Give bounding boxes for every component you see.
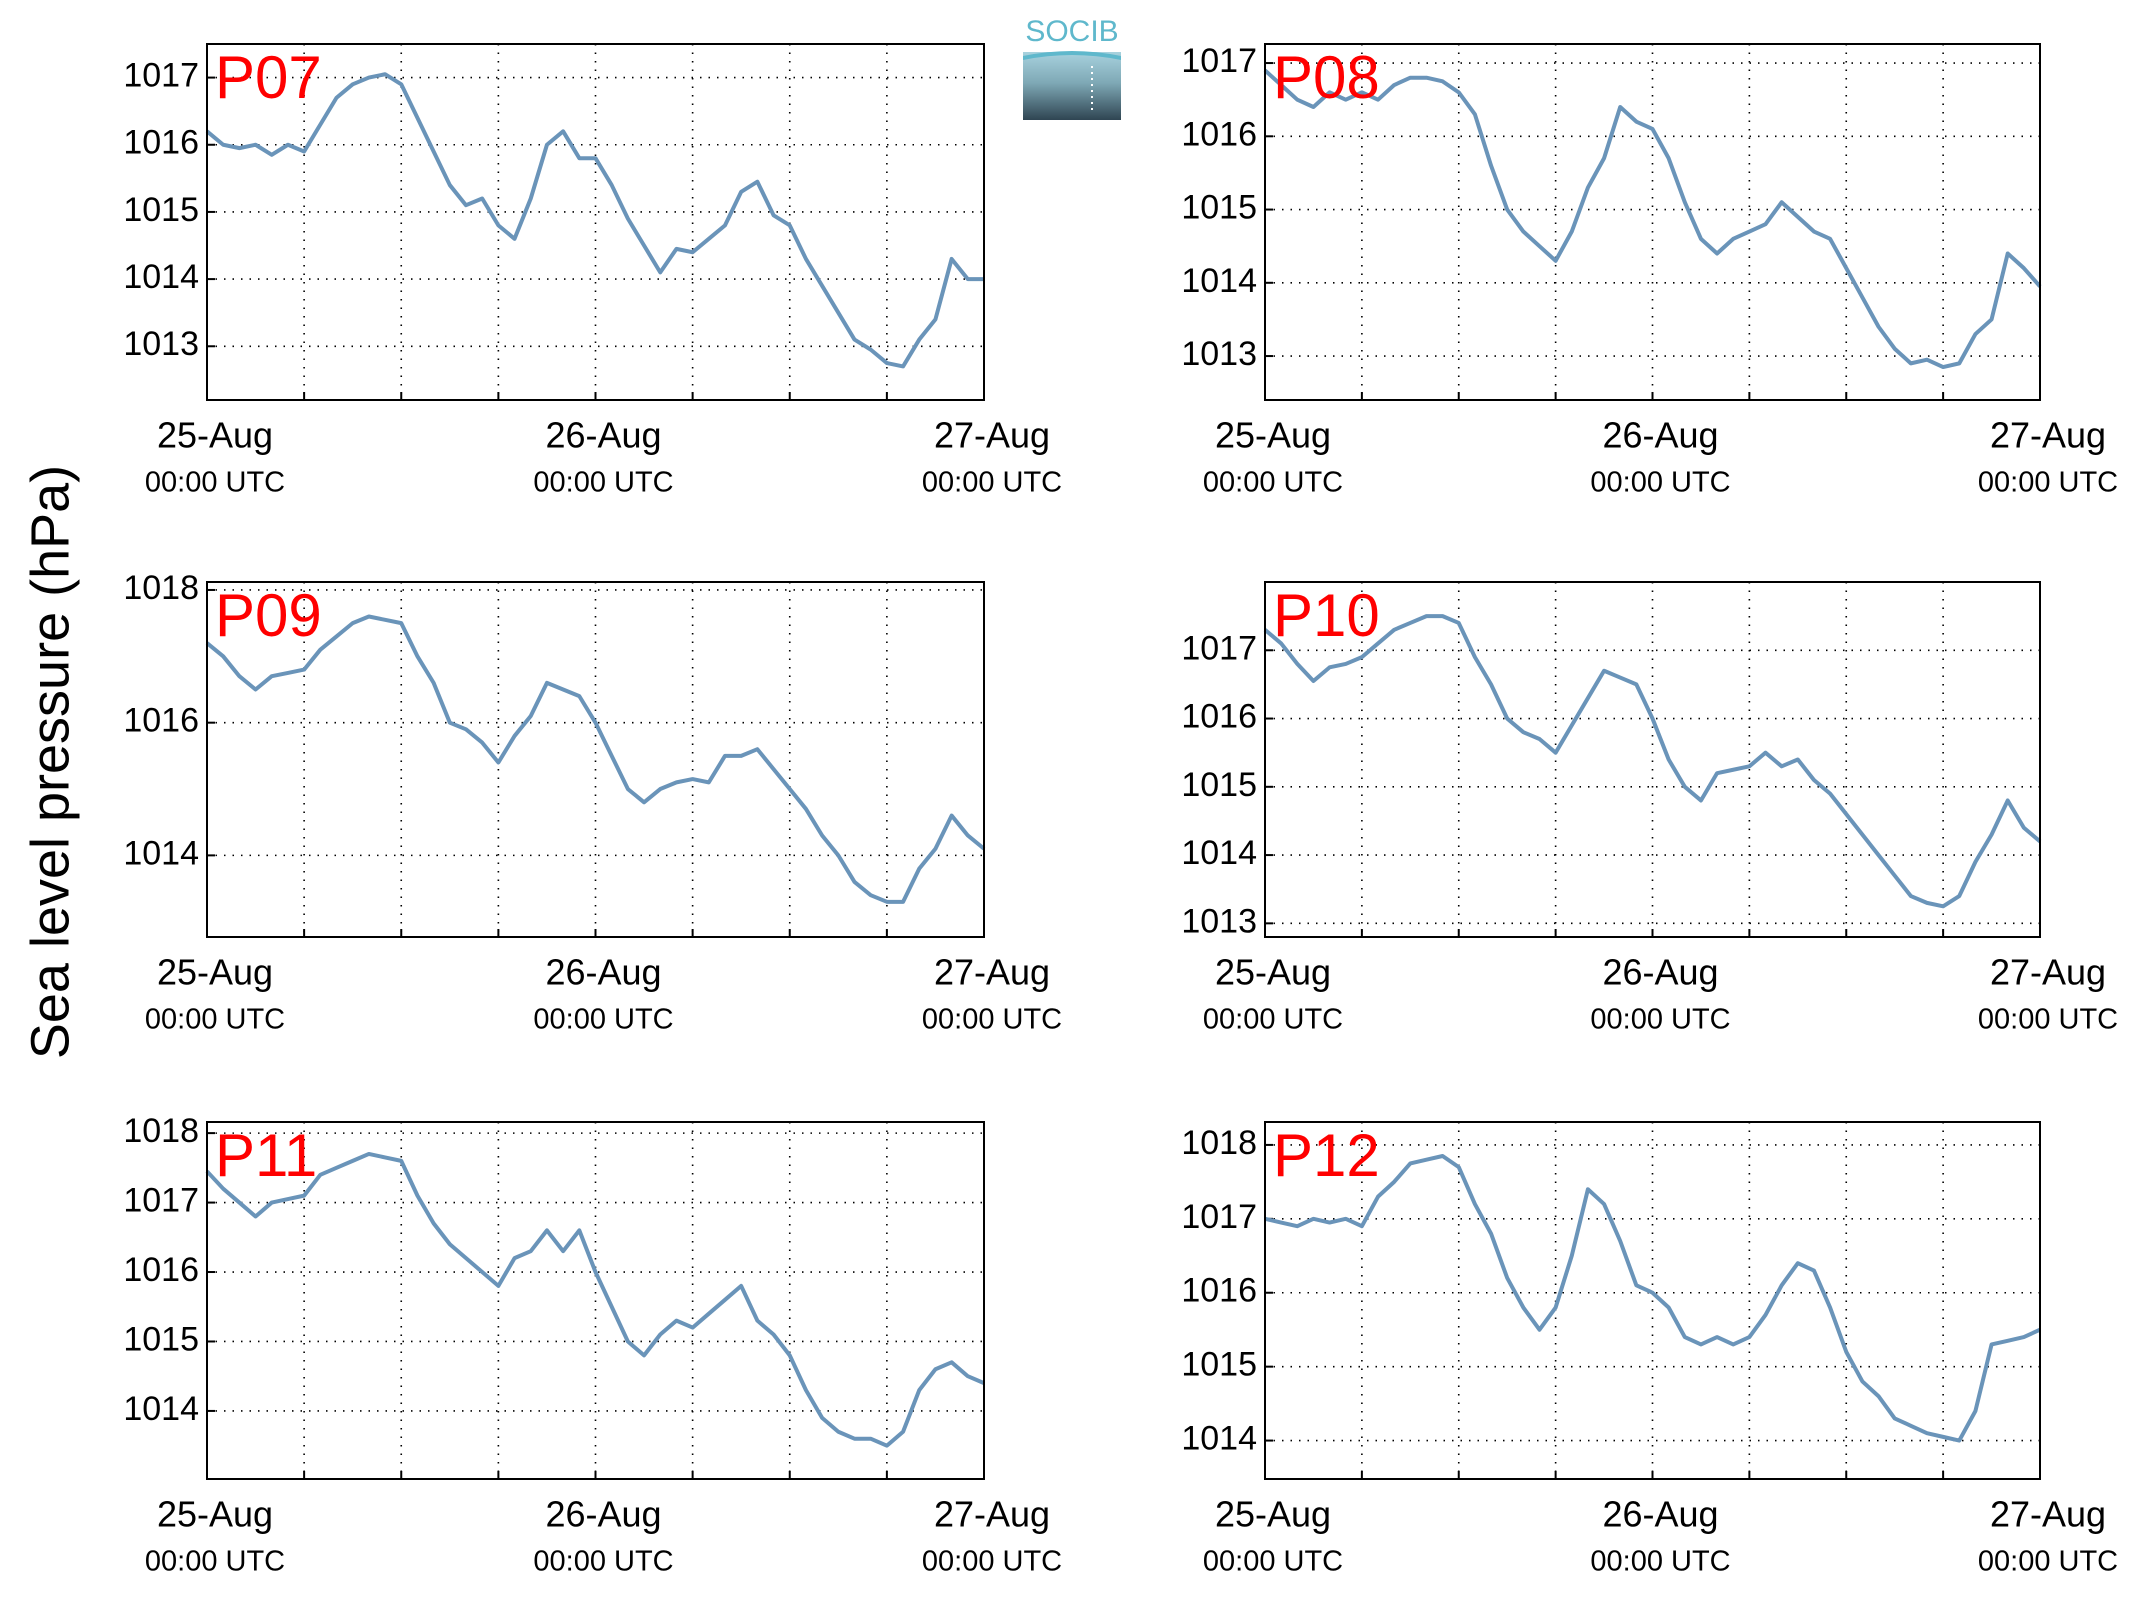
- y-tick-label: 1015: [123, 191, 199, 229]
- y-tick-label: 1017: [123, 1182, 199, 1220]
- logo-block: [1023, 52, 1121, 120]
- x-tick-sublabel: 00:00 UTC: [922, 1546, 1062, 1578]
- y-tick-label: 1015: [1181, 766, 1257, 804]
- data-line: [1263, 614, 2042, 909]
- y-tick-label: 1016: [123, 702, 199, 740]
- data-line: [205, 1151, 985, 1448]
- y-tick-label: 1015: [1181, 189, 1257, 227]
- x-tick-label: 27-Aug: [1990, 415, 2106, 456]
- panel-title: P07: [215, 44, 322, 111]
- x-tick-label: 25-Aug: [1215, 415, 1331, 456]
- plot-frame: [206, 1121, 985, 1480]
- data-line: [205, 614, 986, 904]
- y-tick-label: 1015: [1181, 1346, 1257, 1384]
- y-tick-label: 1016: [1181, 115, 1257, 153]
- plot-frame: [1264, 43, 2041, 401]
- y-tick-label: 1014: [1181, 834, 1257, 872]
- y-tick-label: 1016: [1181, 1272, 1257, 1310]
- y-axis-label: Sea level pressure (hPa): [20, 465, 80, 1059]
- panel-title: P12: [1273, 1122, 1380, 1189]
- y-tick-label: 1014: [123, 1390, 199, 1428]
- x-tick-label: 25-Aug: [157, 952, 273, 993]
- y-tick-label: 1017: [1181, 1198, 1257, 1236]
- panel-title: P08: [1273, 44, 1380, 111]
- x-tick-sublabel: 00:00 UTC: [1203, 1004, 1343, 1036]
- plot-frame: [1264, 581, 2041, 938]
- x-tick-label: 27-Aug: [1990, 952, 2106, 993]
- x-tick-label: 26-Aug: [1602, 1494, 1718, 1535]
- x-tick-label: 27-Aug: [1990, 1494, 2106, 1535]
- plot-frame: [1264, 1121, 2041, 1480]
- y-tick-label: 1014: [123, 834, 199, 872]
- x-tick-label: 26-Aug: [1602, 415, 1718, 456]
- y-tick-label: 1016: [123, 124, 199, 162]
- logo: SOCIB: [1023, 15, 1121, 120]
- logo-text: SOCIB: [1025, 15, 1118, 48]
- plot-frame: [206, 43, 985, 401]
- y-tick-label: 1018: [123, 569, 199, 607]
- panel: 1013 1014 1015 1016 1017 25-Aug 00:00 UTC 26-Au…: [123, 43, 1062, 499]
- panel-title: P10: [1273, 582, 1380, 649]
- x-tick-sublabel: 00:00 UTC: [922, 467, 1062, 499]
- x-tick-sublabel: 00:00 UTC: [1203, 467, 1343, 499]
- y-tick-label: 1014: [1181, 262, 1257, 300]
- y-tick-label: 1016: [123, 1251, 199, 1289]
- panel: 1013 1014 1015 1016 1017 25-Aug 00:00 UTC 26-Au…: [1181, 581, 2118, 1036]
- x-tick-sublabel: 00:00 UTC: [1978, 1546, 2118, 1578]
- y-tick-label: 1013: [1181, 335, 1257, 373]
- x-tick-label: 27-Aug: [934, 952, 1050, 993]
- panel: 1014 1016 1018 25-Aug 00:00 UTC 26-Aug 00:00 U…: [123, 569, 1062, 1036]
- data-line: [205, 72, 984, 369]
- x-tick-label: 25-Aug: [1215, 1494, 1331, 1535]
- x-tick-sublabel: 00:00 UTC: [1978, 467, 2118, 499]
- logo-wave: [1023, 51, 1121, 60]
- plot-frame: [206, 581, 985, 938]
- x-tick-sublabel: 00:00 UTC: [1590, 467, 1730, 499]
- x-tick-label: 25-Aug: [157, 415, 273, 456]
- x-tick-sublabel: 00:00 UTC: [145, 1004, 285, 1036]
- x-tick-sublabel: 00:00 UTC: [1590, 1546, 1730, 1578]
- panel: 1014 1015 1016 1017 1018 25-Aug 00:00 UTC 26-Au…: [1181, 1121, 2118, 1578]
- y-tick-label: 1013: [1181, 902, 1257, 940]
- y-tick-label: 1017: [1181, 629, 1257, 667]
- x-tick-label: 26-Aug: [545, 952, 661, 993]
- x-tick-label: 25-Aug: [157, 1494, 273, 1535]
- x-tick-label: 26-Aug: [1602, 952, 1718, 993]
- y-tick-label: 1016: [1181, 698, 1257, 736]
- data-line: [1263, 68, 2042, 370]
- x-tick-sublabel: 00:00 UTC: [533, 1004, 673, 1036]
- panel: 1013 1014 1015 1016 1017 25-Aug 00:00 UTC 26-Au…: [1181, 42, 2118, 499]
- x-tick-label: 27-Aug: [934, 415, 1050, 456]
- panel: 1014 1015 1016 1017 1018 25-Aug 00:00 UTC 26-Au…: [123, 1112, 1062, 1578]
- x-tick-sublabel: 00:00 UTC: [1203, 1546, 1343, 1578]
- y-tick-label: 1018: [123, 1112, 199, 1150]
- y-tick-label: 1017: [1181, 42, 1257, 80]
- y-tick-label: 1018: [1181, 1124, 1257, 1162]
- x-tick-label: 26-Aug: [545, 1494, 661, 1535]
- x-tick-sublabel: 00:00 UTC: [533, 1546, 673, 1578]
- x-tick-label: 25-Aug: [1215, 952, 1331, 993]
- x-tick-sublabel: 00:00 UTC: [145, 467, 285, 499]
- x-tick-sublabel: 00:00 UTC: [1590, 1004, 1730, 1036]
- y-tick-label: 1014: [123, 258, 199, 296]
- y-tick-label: 1015: [123, 1320, 199, 1358]
- y-tick-label: 1014: [1181, 1420, 1257, 1458]
- x-tick-sublabel: 00:00 UTC: [922, 1004, 1062, 1036]
- x-tick-sublabel: 00:00 UTC: [1978, 1004, 2118, 1036]
- panel-title: P09: [215, 582, 322, 649]
- panel-title: P11: [215, 1122, 317, 1189]
- x-tick-label: 27-Aug: [934, 1494, 1050, 1535]
- x-tick-sublabel: 00:00 UTC: [145, 1546, 285, 1578]
- y-tick-label: 1013: [123, 325, 199, 363]
- x-tick-sublabel: 00:00 UTC: [533, 467, 673, 499]
- y-tick-label: 1017: [123, 57, 199, 95]
- data-line: [1264, 1154, 2041, 1443]
- x-tick-label: 26-Aug: [545, 415, 661, 456]
